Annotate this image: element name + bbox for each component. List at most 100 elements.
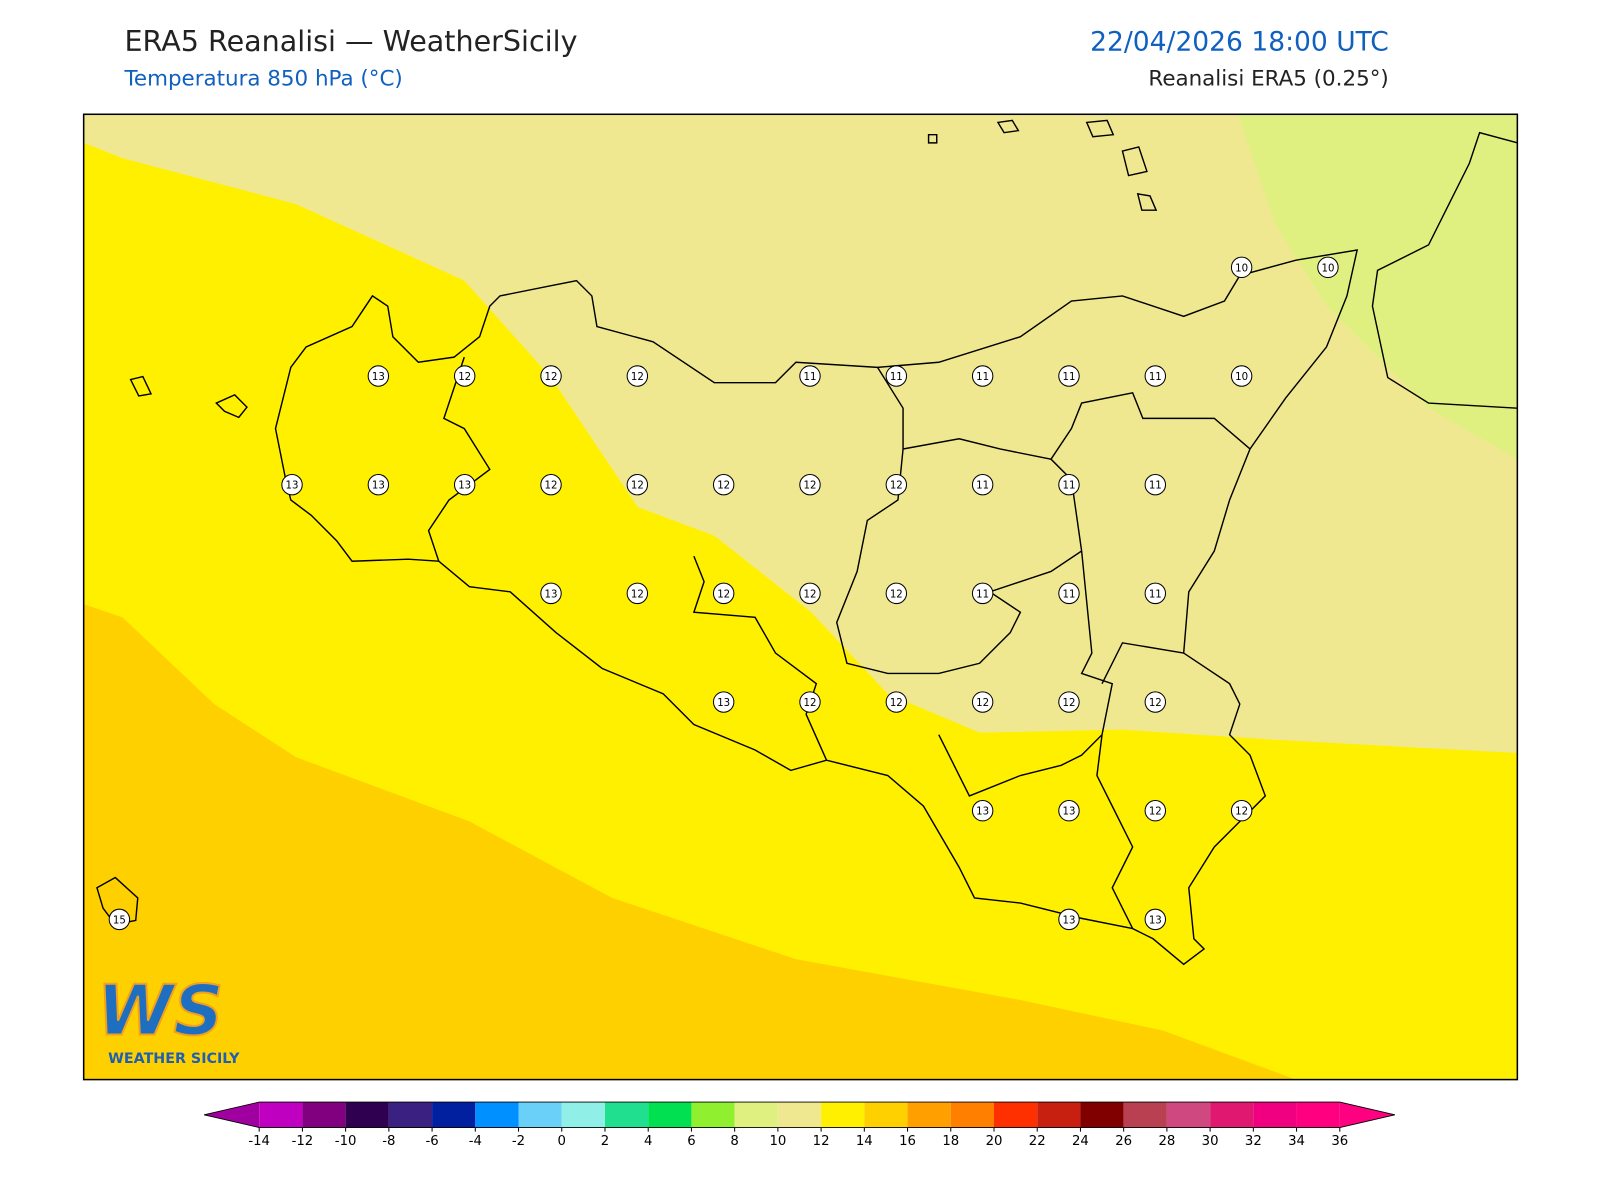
station-value: 12 xyxy=(717,481,730,492)
colorbar-tick-label: 4 xyxy=(644,1134,652,1149)
colorbar-tick-label: -6 xyxy=(425,1134,438,1149)
station-marker xyxy=(540,473,562,496)
station-value: 13 xyxy=(372,481,385,492)
station-marker xyxy=(971,365,994,387)
subtitle: Temperatura 850 hPa (°C) xyxy=(123,67,402,92)
colorbar-tick-label: 12 xyxy=(813,1134,830,1149)
station-value: 12 xyxy=(976,698,989,709)
colorbar-tick-label: 26 xyxy=(1115,1134,1132,1149)
station-marker xyxy=(799,365,821,387)
station-value: 13 xyxy=(1149,915,1162,926)
station-value: 13 xyxy=(372,372,385,383)
station-value: 11 xyxy=(1149,589,1162,600)
station-value: 11 xyxy=(1149,372,1162,383)
station-marker xyxy=(1058,582,1080,605)
colorbar-tick-label: -2 xyxy=(512,1134,525,1149)
calabria-coast xyxy=(1371,131,1518,409)
field-14-16 xyxy=(83,604,1296,1080)
colorbar-tick-label: 18 xyxy=(942,1134,959,1149)
station-marker xyxy=(885,582,908,605)
station-value: 12 xyxy=(458,372,471,383)
colorbar-tick-label: 30 xyxy=(1202,1134,1219,1149)
colorbar-tick-label: 32 xyxy=(1245,1134,1262,1149)
station-value: 12 xyxy=(890,698,903,709)
colorbar-tick-label: 24 xyxy=(1072,1134,1089,1149)
station-marker xyxy=(108,908,131,931)
station-value: 12 xyxy=(1235,807,1248,818)
station-marker xyxy=(1144,908,1167,931)
station-value: 13 xyxy=(717,698,730,709)
map-frame xyxy=(82,113,1519,1081)
station-marker xyxy=(1144,473,1167,496)
station-value: 11 xyxy=(1149,481,1162,492)
colorbar-bin xyxy=(648,1102,692,1128)
station-value: 11 xyxy=(890,372,903,383)
colorbar-tick-label: -12 xyxy=(292,1134,314,1149)
station-marker xyxy=(971,473,994,496)
station-value: 12 xyxy=(545,372,558,383)
station-marker xyxy=(1230,800,1253,822)
station-value: 13 xyxy=(286,481,299,492)
station-marker xyxy=(281,473,303,496)
station-value: 12 xyxy=(631,481,644,492)
station-marker xyxy=(626,365,649,387)
station-value: 11 xyxy=(976,481,989,492)
station-value: 13 xyxy=(1062,807,1075,818)
station-marker xyxy=(971,800,994,822)
colorbar-tick-label: 20 xyxy=(986,1134,1003,1149)
colorbar-bin xyxy=(604,1102,649,1128)
station-marker xyxy=(799,473,821,496)
station-marker xyxy=(626,582,649,605)
station-marker xyxy=(1230,256,1253,279)
station-value: 15 xyxy=(113,915,126,926)
station-value: 11 xyxy=(1062,372,1075,383)
colorbar: -14 -12 -10 -8 -6 -4 -2 0 2 4 6 8 10 12 14 16 18 20 22 24 26… xyxy=(203,1101,1395,1149)
colorbar-bin xyxy=(691,1102,735,1128)
station-marker xyxy=(712,691,735,713)
station-value: 12 xyxy=(1149,807,1162,818)
colorbar-bin xyxy=(259,1102,303,1128)
station-marker xyxy=(1058,473,1080,496)
station-marker xyxy=(712,473,735,496)
station-value: 11 xyxy=(804,372,817,383)
station-marker xyxy=(971,582,994,605)
colorbar-bin xyxy=(1166,1102,1211,1128)
colorbar-bin xyxy=(950,1102,994,1128)
colorbar-tick-label: 8 xyxy=(730,1134,738,1149)
colorbar-bin xyxy=(1037,1102,1081,1128)
colorbar-bin xyxy=(1296,1102,1340,1128)
colorbar-bin xyxy=(777,1102,822,1128)
logo: WS WEATHER SICILY xyxy=(96,970,240,1067)
station-marker xyxy=(799,691,821,713)
station-value: 12 xyxy=(890,481,903,492)
station-value: 12 xyxy=(804,481,817,492)
logo-text: WEATHER SICILY xyxy=(108,1051,240,1067)
station-value: 11 xyxy=(976,589,989,600)
colorbar-tick-label: -8 xyxy=(382,1134,395,1149)
colorbar-under xyxy=(204,1102,260,1128)
station-value: 12 xyxy=(804,589,817,600)
colorbar-bin xyxy=(864,1102,908,1128)
colorbar-bin xyxy=(1080,1102,1124,1128)
station-marker xyxy=(712,582,735,605)
colorbar-bin xyxy=(907,1102,951,1128)
colorbar-bin xyxy=(475,1102,519,1128)
station-value: 11 xyxy=(976,372,989,383)
station-marker xyxy=(885,691,908,713)
source: Reanalisi ERA5 (0.25°) xyxy=(1148,67,1388,92)
colorbar-bin xyxy=(561,1102,605,1128)
station-marker xyxy=(1058,800,1080,822)
islands xyxy=(96,119,1158,926)
station-value: 13 xyxy=(976,807,989,818)
station-marker xyxy=(1058,365,1080,387)
station-value: 12 xyxy=(804,698,817,709)
colorbar-tick-label: 34 xyxy=(1288,1134,1305,1149)
colorbar-tick-label: 36 xyxy=(1331,1134,1348,1149)
province-borders xyxy=(427,356,1251,929)
colorbar-bin xyxy=(821,1102,865,1128)
colorbar-tick-label: 10 xyxy=(769,1134,786,1149)
colorbar-bin xyxy=(302,1102,346,1128)
colorbar-bin xyxy=(345,1102,389,1128)
logo-mark: WS xyxy=(97,971,224,1051)
